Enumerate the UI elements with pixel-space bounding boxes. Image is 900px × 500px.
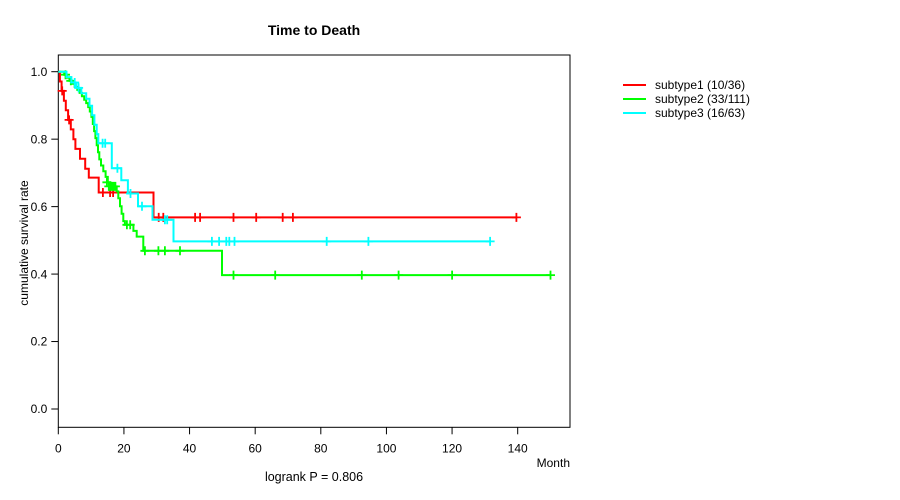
x-tick-label: 60 bbox=[249, 442, 263, 456]
legend-item-subtype2: subtype2 (33/111) bbox=[623, 92, 750, 106]
y-tick-label: 0.2 bbox=[31, 335, 48, 349]
x-tick-label: 140 bbox=[508, 442, 528, 456]
x-tick-label: 120 bbox=[442, 442, 462, 456]
legend-line-subtype3 bbox=[623, 112, 646, 114]
legend-item-subtype1: subtype1 (10/36) bbox=[623, 78, 750, 92]
legend-line-subtype2 bbox=[623, 98, 646, 100]
censor-marks-subtype1 bbox=[57, 86, 521, 222]
y-tick-label: 0.4 bbox=[31, 267, 48, 281]
x-tick-label: 20 bbox=[117, 442, 131, 456]
y-tick-label: 0.8 bbox=[31, 132, 48, 146]
legend: subtype1 (10/36) subtype2 (33/111) subty… bbox=[623, 78, 750, 121]
logrank-annotation: logrank P = 0.806 bbox=[264, 470, 364, 484]
y-tick-label: 1.0 bbox=[31, 65, 48, 79]
survival-curve-subtype3 bbox=[58, 70, 491, 243]
survival-curve-subtype2 bbox=[58, 70, 551, 277]
legend-line-subtype1 bbox=[623, 84, 646, 86]
censor-marks-subtype3 bbox=[70, 78, 495, 246]
y-tick-label: 0.0 bbox=[31, 402, 48, 416]
censor-marks-subtype2 bbox=[61, 70, 555, 280]
x-tick-label: 0 bbox=[55, 442, 62, 456]
plot-border bbox=[57, 54, 571, 428]
y-axis-title: cumulative survival rate bbox=[17, 180, 31, 306]
legend-item-subtype3: subtype3 (16/63) bbox=[623, 106, 750, 120]
chart-title: Time to Death bbox=[267, 22, 361, 38]
x-axis-title: Month bbox=[536, 456, 570, 470]
x-tick-label: 80 bbox=[314, 442, 328, 456]
legend-label-subtype3: subtype3 (16/63) bbox=[655, 106, 746, 120]
x-tick-label: 100 bbox=[376, 442, 396, 456]
x-tick-label: 40 bbox=[183, 442, 197, 456]
y-tick-label: 0.6 bbox=[31, 200, 48, 214]
survival-curve-subtype1 bbox=[58, 70, 517, 219]
legend-label-subtype2: subtype2 (33/111) bbox=[655, 92, 750, 106]
legend-label-subtype1: subtype1 (10/36) bbox=[655, 78, 746, 92]
